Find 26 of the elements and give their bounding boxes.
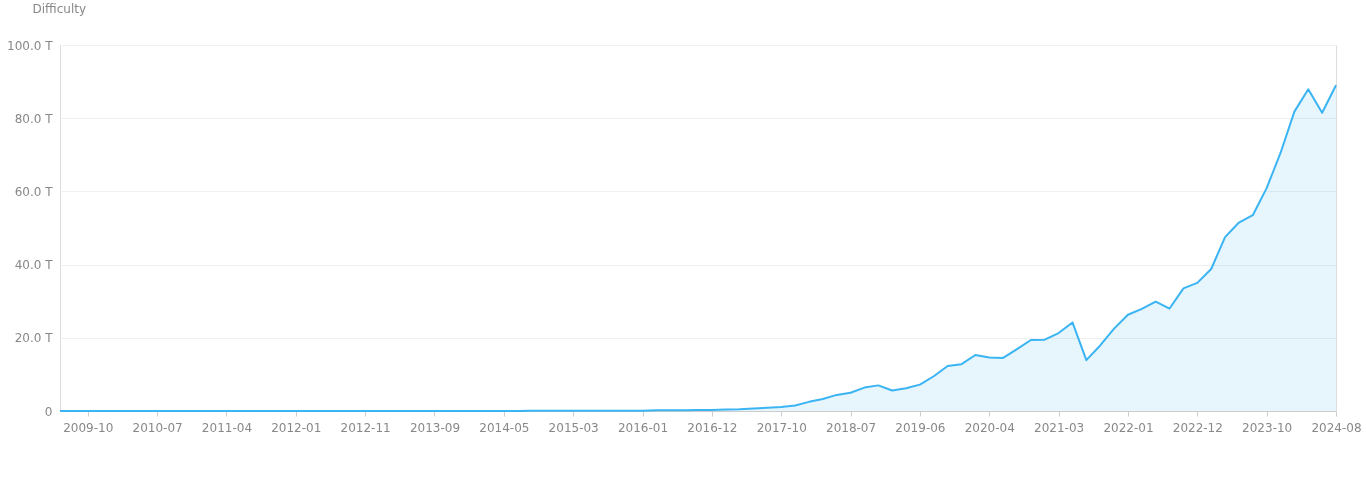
x-tick-label: 2014-05 (479, 420, 530, 435)
x-tick-label: 2021-03 (1034, 420, 1085, 435)
x-tick-label: 2023-10 (1242, 420, 1293, 435)
x-tick-label: 2016-12 (687, 420, 738, 435)
x-tick-label: 2012-01 (271, 420, 322, 435)
x-tick-label: 2012-11 (340, 420, 391, 435)
x-tick-label: 2011-04 (201, 420, 253, 435)
y-tick-label: 0 (44, 404, 53, 419)
x-tick-label: 2010-07 (132, 420, 183, 435)
x-tick-label: 2020-04 (964, 420, 1015, 435)
y-tick-label: 20.0 T (14, 331, 54, 346)
y-tick-label: 60.0 T (14, 184, 54, 199)
x-tick-label: 2019-06 (895, 420, 946, 435)
x-tick-label: 2024-08 (1311, 420, 1362, 435)
y-tick-label: 80.0 T (14, 111, 54, 126)
y-axis-title: Difficulty (32, 1, 87, 16)
x-tick-label: 2013-09 (409, 420, 461, 435)
x-tick-label: 2009-10 (63, 420, 114, 435)
x-tick-label: 2017-10 (756, 420, 807, 435)
x-tick-label: 2022-01 (1103, 420, 1154, 435)
x-tick-label: 2018-07 (825, 420, 877, 435)
x-tick-label: 2016-01 (617, 420, 669, 435)
y-tick-label: 40.0 T (14, 258, 54, 273)
x-tick-label: 2022-12 (1172, 420, 1223, 435)
y-tick-label: 100.0 T (7, 38, 54, 53)
x-tick-label: 2015-03 (548, 420, 599, 435)
